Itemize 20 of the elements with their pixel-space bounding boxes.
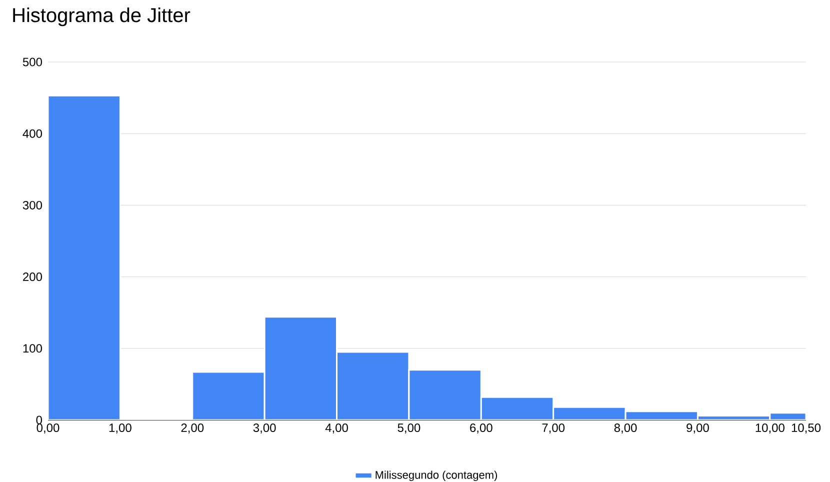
y-tick-label: 400 [22,129,42,138]
y-tick-label: 300 [22,200,42,210]
x-tick-label: 10,50 [792,424,821,434]
x-tick-label: 0,00 [36,424,60,434]
x-tick-label: 4,00 [325,424,348,434]
y-tick-label: 0 [36,416,42,424]
x-tick-label: 1,00 [109,424,132,434]
x-tick-label: 5,00 [398,424,420,434]
y-tick-label: 200 [23,272,42,282]
x-tick-label: 10,00 [756,424,784,434]
x-tick-label: 6,00 [470,424,492,434]
x-tick-label: 2,00 [181,424,204,434]
legend-label: Milissegundo (contagem) [376,470,498,481]
x-tick-label: 7,00 [542,424,565,434]
y-tick-label: 500 [22,58,42,66]
x-tick-label: 3,00 [253,424,276,434]
chart-title: Histograma de Jitter [13,8,190,26]
x-tick-label: 9,00 [686,424,709,434]
y-tick-label: 100 [23,344,42,353]
x-tick-label: 8,00 [614,424,637,434]
